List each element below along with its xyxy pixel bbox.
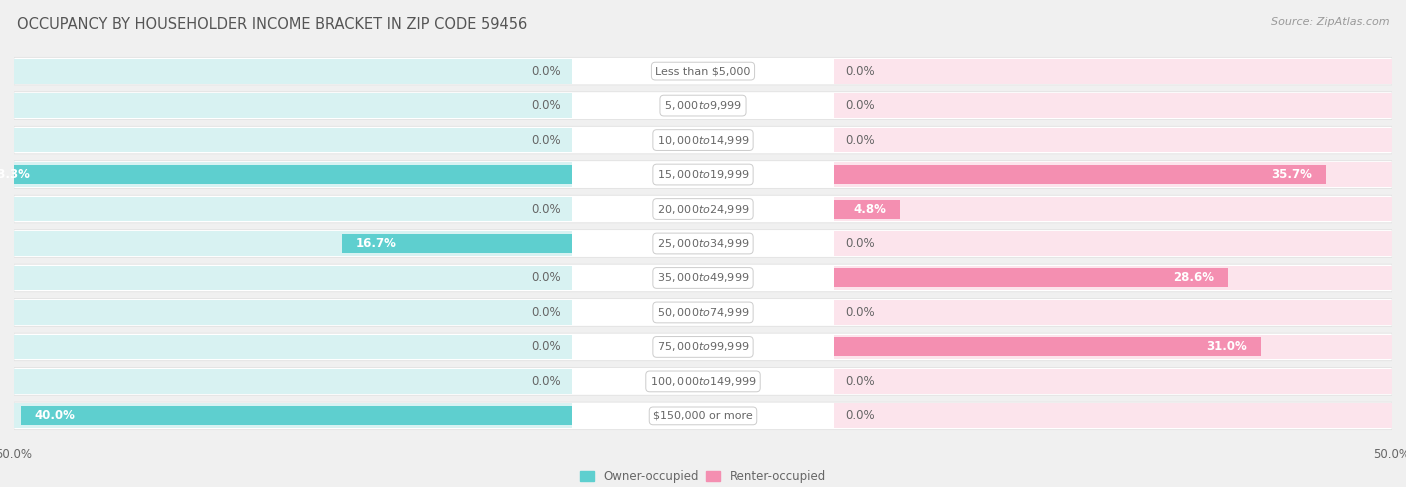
- Text: 0.0%: 0.0%: [845, 133, 875, 147]
- Text: 0.0%: 0.0%: [531, 203, 561, 216]
- Text: 0.0%: 0.0%: [531, 99, 561, 112]
- Text: 0.0%: 0.0%: [531, 306, 561, 319]
- Bar: [14, 59, 572, 84]
- Bar: [834, 162, 1392, 187]
- Bar: [14, 335, 572, 359]
- Text: 0.0%: 0.0%: [845, 306, 875, 319]
- Bar: [14, 369, 572, 394]
- Legend: Owner-occupied, Renter-occupied: Owner-occupied, Renter-occupied: [579, 470, 827, 483]
- Bar: [834, 403, 1392, 428]
- FancyBboxPatch shape: [14, 57, 1392, 85]
- Bar: [834, 337, 1261, 356]
- Text: 0.0%: 0.0%: [845, 65, 875, 77]
- Bar: [834, 165, 1326, 184]
- Text: $35,000 to $49,999: $35,000 to $49,999: [657, 271, 749, 284]
- Text: Less than $5,000: Less than $5,000: [655, 66, 751, 76]
- Bar: [834, 200, 900, 219]
- Bar: [14, 162, 572, 187]
- Bar: [14, 197, 572, 222]
- Text: $25,000 to $34,999: $25,000 to $34,999: [657, 237, 749, 250]
- Bar: [0, 165, 572, 184]
- Bar: [834, 335, 1392, 359]
- Text: 40.0%: 40.0%: [35, 410, 76, 422]
- Bar: [834, 59, 1392, 84]
- Text: 0.0%: 0.0%: [845, 375, 875, 388]
- Bar: [14, 231, 572, 256]
- FancyBboxPatch shape: [14, 195, 1392, 223]
- Text: $5,000 to $9,999: $5,000 to $9,999: [664, 99, 742, 112]
- Text: 16.7%: 16.7%: [356, 237, 396, 250]
- Text: $75,000 to $99,999: $75,000 to $99,999: [657, 340, 749, 354]
- Text: $15,000 to $19,999: $15,000 to $19,999: [657, 168, 749, 181]
- FancyBboxPatch shape: [14, 299, 1392, 326]
- Text: 28.6%: 28.6%: [1173, 271, 1215, 284]
- FancyBboxPatch shape: [14, 92, 1392, 119]
- Text: 0.0%: 0.0%: [845, 410, 875, 422]
- Bar: [342, 234, 572, 253]
- Bar: [834, 197, 1392, 222]
- FancyBboxPatch shape: [14, 264, 1392, 292]
- Text: Source: ZipAtlas.com: Source: ZipAtlas.com: [1271, 17, 1389, 27]
- FancyBboxPatch shape: [14, 402, 1392, 430]
- Text: 43.3%: 43.3%: [0, 168, 30, 181]
- Bar: [21, 407, 572, 425]
- Text: 31.0%: 31.0%: [1206, 340, 1247, 354]
- Bar: [834, 231, 1392, 256]
- FancyBboxPatch shape: [14, 333, 1392, 361]
- Text: $150,000 or more: $150,000 or more: [654, 411, 752, 421]
- Bar: [14, 403, 572, 428]
- FancyBboxPatch shape: [14, 161, 1392, 188]
- Text: 0.0%: 0.0%: [531, 271, 561, 284]
- Text: $10,000 to $14,999: $10,000 to $14,999: [657, 133, 749, 147]
- Bar: [834, 128, 1392, 152]
- Text: OCCUPANCY BY HOUSEHOLDER INCOME BRACKET IN ZIP CODE 59456: OCCUPANCY BY HOUSEHOLDER INCOME BRACKET …: [17, 17, 527, 32]
- Text: $50,000 to $74,999: $50,000 to $74,999: [657, 306, 749, 319]
- Text: 0.0%: 0.0%: [531, 375, 561, 388]
- FancyBboxPatch shape: [14, 368, 1392, 395]
- Bar: [14, 93, 572, 118]
- Text: 0.0%: 0.0%: [531, 133, 561, 147]
- Bar: [14, 300, 572, 325]
- Text: $100,000 to $149,999: $100,000 to $149,999: [650, 375, 756, 388]
- Text: 0.0%: 0.0%: [845, 99, 875, 112]
- Text: $20,000 to $24,999: $20,000 to $24,999: [657, 203, 749, 216]
- Text: 0.0%: 0.0%: [531, 340, 561, 354]
- Bar: [14, 265, 572, 290]
- Bar: [834, 265, 1392, 290]
- Text: 4.8%: 4.8%: [853, 203, 886, 216]
- Bar: [834, 268, 1227, 287]
- Bar: [834, 93, 1392, 118]
- Text: 35.7%: 35.7%: [1271, 168, 1312, 181]
- Bar: [834, 300, 1392, 325]
- Bar: [14, 128, 572, 152]
- Text: 0.0%: 0.0%: [845, 237, 875, 250]
- FancyBboxPatch shape: [14, 126, 1392, 154]
- Bar: [834, 369, 1392, 394]
- FancyBboxPatch shape: [14, 230, 1392, 257]
- Text: 0.0%: 0.0%: [531, 65, 561, 77]
